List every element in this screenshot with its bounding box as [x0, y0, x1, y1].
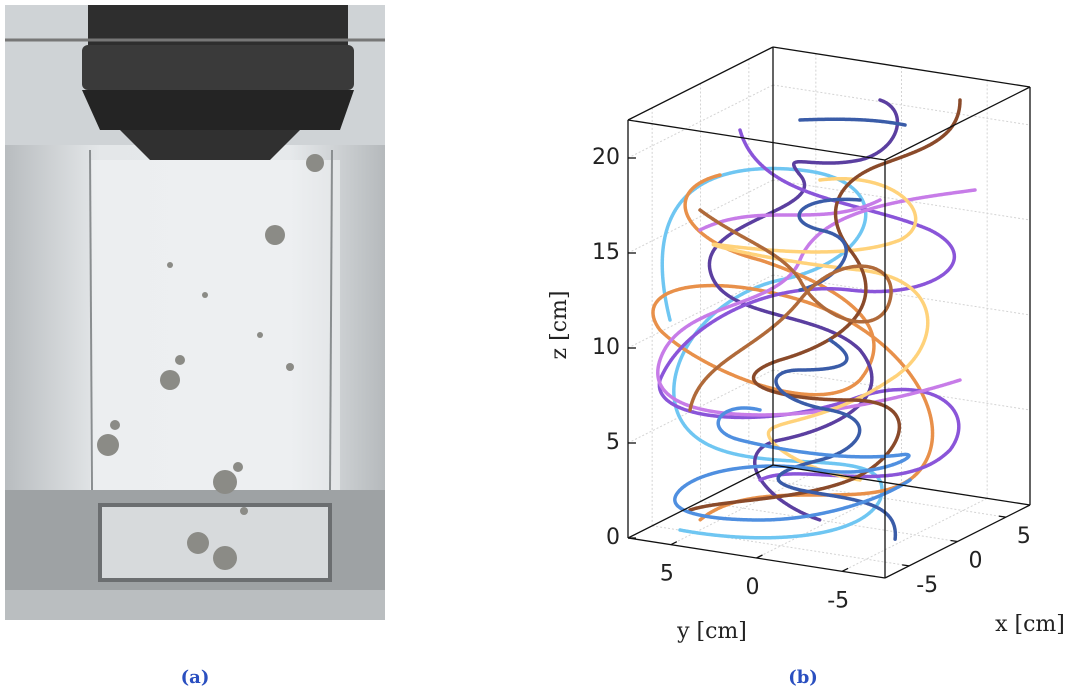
- x-tick-label: 5: [1017, 524, 1031, 549]
- grid-line: [652, 525, 910, 567]
- grid-line: [627, 369, 774, 444]
- z-tick-label: 10: [592, 335, 620, 360]
- x-tick-label: -5: [916, 573, 938, 598]
- trajectory: [688, 208, 893, 412]
- z-tick-label: 20: [592, 145, 620, 170]
- trajectory: [673, 406, 912, 522]
- grid-line: [670, 471, 817, 546]
- box-edge: [884, 86, 1031, 161]
- trajectories: [651, 98, 977, 542]
- box-edge: [627, 119, 886, 161]
- z-tick-label: 15: [592, 240, 620, 265]
- tick-mark: [902, 564, 910, 567]
- y-tick-label: 0: [746, 575, 760, 600]
- box-edge: [772, 464, 1031, 506]
- caption: (b): [788, 667, 818, 688]
- trajectory: [688, 98, 962, 512]
- grid-line: [748, 476, 1006, 518]
- trajectory: [707, 98, 900, 522]
- tick-mark: [841, 567, 849, 572]
- tick-mark: [670, 541, 678, 546]
- axes: 0 5 10 15 20 5 0 -5 -5 0 5: [592, 46, 1031, 613]
- x-axis-label: x [cm]: [995, 612, 1065, 637]
- grid-line: [772, 369, 1031, 411]
- box-edge: [627, 464, 774, 539]
- y-axis-label: y [cm]: [676, 619, 747, 644]
- grid-line: [700, 501, 958, 542]
- x-tick-label: 0: [969, 549, 983, 574]
- tick-mark: [756, 554, 763, 559]
- box-edge: [627, 46, 774, 121]
- grid-line: [756, 484, 902, 559]
- photo: [5, 5, 385, 620]
- box-edge: [772, 46, 1031, 88]
- z-tick-label: 0: [606, 525, 620, 550]
- z-axis-label: z [cm]: [547, 291, 572, 360]
- trajectory: [660, 166, 884, 540]
- grid-line: [772, 274, 1031, 316]
- y-tick-label: 5: [660, 562, 674, 587]
- y-tick-label: -5: [827, 588, 849, 613]
- tick-mark: [998, 515, 1006, 518]
- caption: (a): [181, 667, 210, 688]
- z-tick-label: 5: [606, 430, 620, 455]
- tick-mark: [950, 539, 958, 543]
